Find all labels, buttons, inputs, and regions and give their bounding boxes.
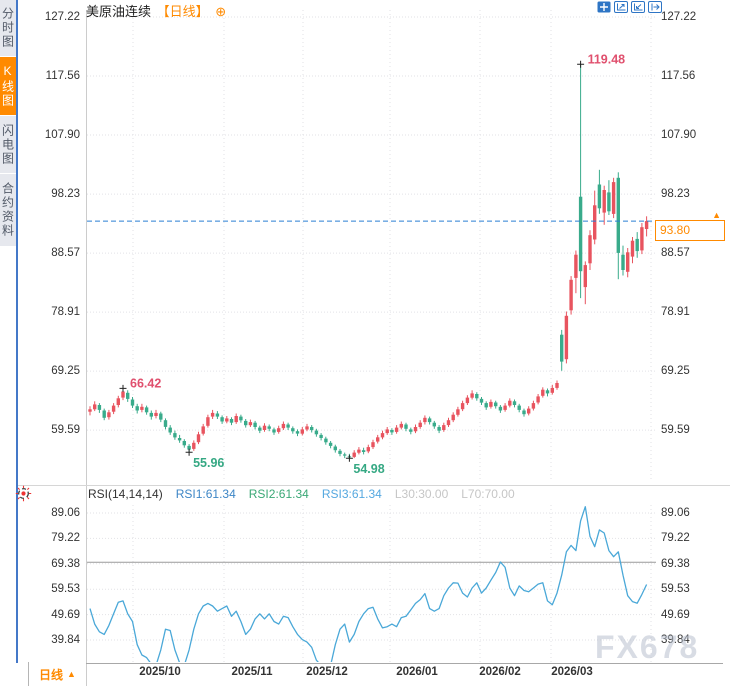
price-tick-right: 88.57 <box>661 247 690 260</box>
annotation-55.96: 55.96 <box>193 456 224 470</box>
time-axis-label-2026-03: 2026/03 <box>551 666 593 678</box>
chart-title: 美原油连续 【日线】 ⊕ <box>86 1 226 20</box>
annotation-66.42: 66.42 <box>130 376 161 390</box>
price-tick-right: 69.25 <box>661 365 690 378</box>
sidebar-tab-time-chart[interactable]: 分时图 <box>0 0 16 56</box>
rsi-tick-right: 69.38 <box>661 557 690 570</box>
annotation-119.48: 119.48 <box>588 52 626 66</box>
time-axis-line <box>86 663 723 664</box>
price-tick-left: 78.91 <box>51 306 80 319</box>
price-tick-left: 127.22 <box>44 11 80 24</box>
timeframe-dropdown-arrow-icon: ▲ <box>67 669 76 679</box>
rsi-tick-right: 79.22 <box>661 532 690 545</box>
time-axis-label-2025-10: 2025/10 <box>139 666 181 678</box>
rsi-tick-left: 69.38 <box>51 557 80 570</box>
rsi-tick-left: 89.06 <box>51 506 80 519</box>
sidebar-tab-kline-chart[interactable]: K线图 <box>0 57 16 115</box>
chart-type-sidebar: 分时图 K线图 闪电图 合约资料 <box>0 0 18 686</box>
annotation-54.98: 54.98 <box>353 462 384 476</box>
price-tick-left: 117.56 <box>45 70 80 83</box>
price-up-arrow-icon: ▲ <box>712 210 721 220</box>
rsi-subchart[interactable] <box>87 505 656 662</box>
rsi-tick-right: 39.84 <box>661 633 690 646</box>
pan-right-icon[interactable] <box>648 1 662 13</box>
rsi-tick-left: 39.84 <box>51 633 80 646</box>
time-axis-label-2025-11: 2025/11 <box>231 666 273 678</box>
add-overlay-icon[interactable]: ⊕ <box>215 4 227 19</box>
last-price-value: 93.80 <box>660 223 691 237</box>
price-tick-right: 78.91 <box>661 306 690 319</box>
price-tick-left: 98.23 <box>51 188 80 201</box>
fit-y-axis-icon[interactable] <box>631 1 645 13</box>
crosshair-move-icon[interactable] <box>597 1 611 13</box>
rsi-legend: RSI(14,14,14) RSI1:61.34 RSI2:61.34 RSI3… <box>88 487 515 501</box>
indicator-settings-icon[interactable] <box>15 485 32 502</box>
rsi-tick-left: 59.53 <box>51 583 80 596</box>
rsi-l30-level: L30:30.00 <box>394 487 449 501</box>
panel-separator <box>18 485 730 486</box>
time-axis-label-2025-12: 2025/12 <box>306 666 348 678</box>
price-tick-left: 59.59 <box>51 424 80 437</box>
time-axis-label-2026-01: 2026/01 <box>396 666 438 678</box>
price-tick-right: 59.59 <box>661 424 690 437</box>
price-tick-right: 117.56 <box>661 70 696 83</box>
timeframe-label: 日线 <box>39 667 64 682</box>
price-axis-border <box>86 10 87 686</box>
timeframe-selector[interactable]: 日线 ▲ <box>28 662 86 686</box>
sidebar-tab-contract-info[interactable]: 合约资料 <box>0 174 16 246</box>
rsi1-value: RSI1:61.34 <box>175 487 236 501</box>
price-tick-left: 69.25 <box>51 365 80 378</box>
rsi3-value: RSI3:61.34 <box>321 487 382 501</box>
sidebar-tab-lightning-chart[interactable]: 闪电图 <box>0 116 16 173</box>
rsi-tick-right: 59.53 <box>661 583 690 596</box>
rsi2-value: RSI2:61.34 <box>248 487 309 501</box>
rsi-tick-left: 79.22 <box>51 532 80 545</box>
fit-x-axis-icon[interactable] <box>614 1 628 13</box>
price-tick-right: 127.22 <box>661 11 697 24</box>
main-candlestick-chart[interactable]: 66.42 55.96 54.98 119.48 <box>87 10 656 479</box>
rsi-tick-right: 89.06 <box>661 506 690 519</box>
price-tick-right: 107.90 <box>661 129 697 142</box>
rsi-l70-level: L70:70.00 <box>461 487 515 501</box>
rsi-indicator-name: RSI(14,14,14) <box>88 487 163 501</box>
price-tick-left: 88.57 <box>51 247 80 260</box>
rsi-tick-right: 49.69 <box>661 608 690 621</box>
price-tick-right: 98.23 <box>661 188 690 201</box>
chart-toolbar <box>597 1 662 13</box>
time-axis-label-2026-02: 2026/02 <box>479 666 521 678</box>
symbol-name: 美原油连续 <box>86 4 152 19</box>
rsi-tick-left: 49.69 <box>51 608 80 621</box>
price-tick-left: 107.90 <box>44 129 80 142</box>
sidebar-divider <box>16 0 18 663</box>
last-price-tag: 93.80 ▲ <box>655 211 725 241</box>
period-tag: 【日线】 <box>156 4 209 19</box>
